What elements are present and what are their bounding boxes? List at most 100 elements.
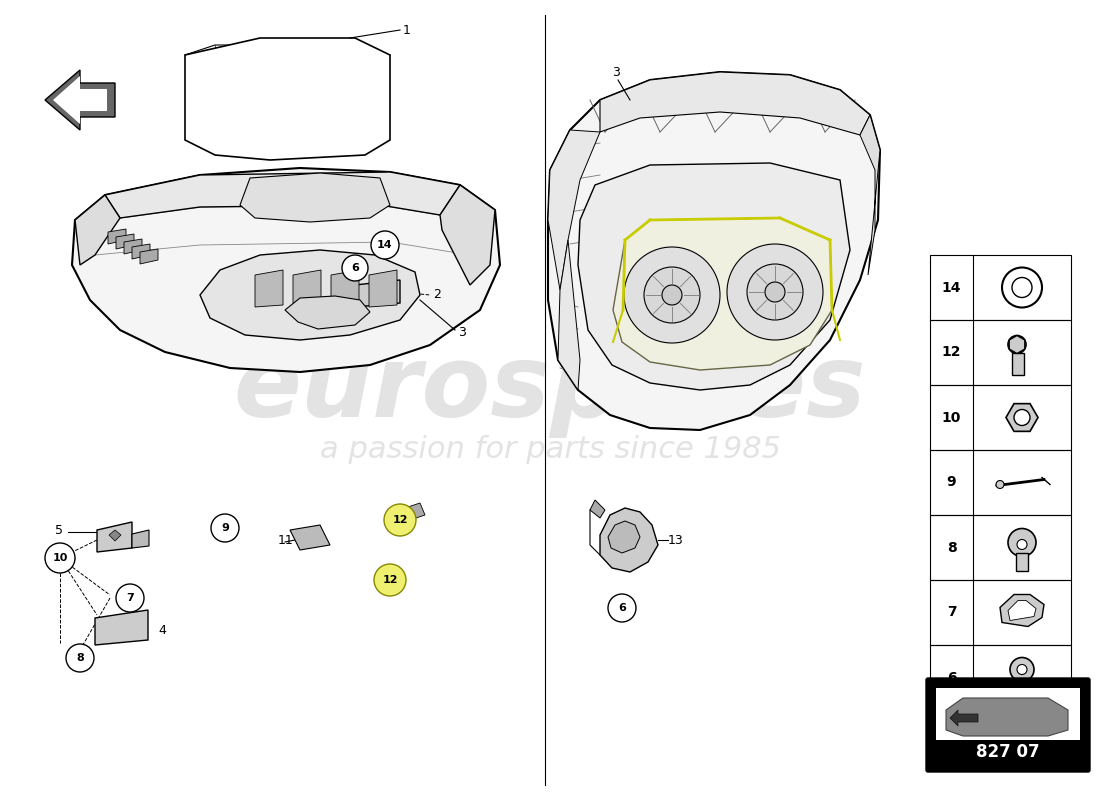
Polygon shape [124,239,142,254]
Text: 12: 12 [393,515,408,525]
Polygon shape [255,270,283,307]
Polygon shape [132,530,148,548]
Circle shape [662,285,682,305]
Polygon shape [95,610,148,645]
Bar [930,450,1071,515]
Text: 3: 3 [612,66,620,78]
Polygon shape [600,72,870,135]
Polygon shape [1008,601,1036,621]
Circle shape [1014,410,1030,426]
Polygon shape [53,76,107,124]
Polygon shape [331,270,359,307]
Text: 10: 10 [942,410,961,425]
Polygon shape [104,172,460,218]
Circle shape [371,231,399,259]
Text: eurospares: eurospares [233,342,867,438]
Circle shape [384,504,416,536]
Polygon shape [405,503,425,520]
Text: 6: 6 [351,263,359,273]
Polygon shape [108,229,126,244]
Circle shape [1008,529,1036,557]
Polygon shape [116,234,134,249]
Text: 2: 2 [433,289,441,302]
Polygon shape [548,72,880,430]
Polygon shape [860,115,880,275]
Polygon shape [613,218,832,370]
Polygon shape [590,500,605,518]
Polygon shape [72,168,500,372]
FancyBboxPatch shape [926,678,1090,772]
Circle shape [764,282,785,302]
Polygon shape [355,280,400,307]
Text: 10: 10 [53,553,68,563]
Text: 4: 4 [158,623,166,637]
Circle shape [1012,278,1032,298]
Polygon shape [200,250,420,340]
Circle shape [1010,658,1034,682]
Text: 9: 9 [947,475,956,490]
Polygon shape [578,163,850,390]
Text: 6: 6 [947,670,956,685]
Bar [936,688,1080,740]
Bar [1016,553,1028,570]
Circle shape [727,244,823,340]
Text: 9: 9 [221,523,229,533]
Polygon shape [285,296,370,329]
Polygon shape [558,240,580,390]
Circle shape [1018,539,1027,550]
Polygon shape [1009,335,1025,354]
Circle shape [644,267,700,323]
Bar [1012,353,1024,374]
Polygon shape [45,70,116,130]
Circle shape [116,584,144,612]
Polygon shape [185,38,390,160]
Text: 1: 1 [403,23,411,37]
Polygon shape [109,530,121,541]
Circle shape [342,255,369,281]
Polygon shape [1006,404,1038,431]
Circle shape [211,514,239,542]
Text: 8: 8 [947,541,956,554]
Polygon shape [240,173,390,222]
Circle shape [608,594,636,622]
Polygon shape [290,525,330,550]
Bar [1018,679,1027,695]
Text: 7: 7 [947,606,956,619]
Text: a passion for parts since 1985: a passion for parts since 1985 [319,435,781,465]
Bar [930,385,1071,450]
Polygon shape [946,698,1068,736]
Text: 6: 6 [618,603,626,613]
Circle shape [624,247,720,343]
Circle shape [1008,335,1026,354]
Circle shape [374,564,406,596]
Circle shape [996,481,1004,489]
Text: 11: 11 [278,534,294,546]
Bar [930,515,1071,580]
Circle shape [66,644,94,672]
Circle shape [1002,267,1042,307]
Circle shape [45,543,75,573]
Bar [930,255,1071,320]
Text: 14: 14 [377,240,393,250]
Polygon shape [1000,594,1044,626]
Polygon shape [548,130,600,290]
Bar [930,320,1071,385]
Polygon shape [440,185,495,285]
Circle shape [747,264,803,320]
Polygon shape [132,244,150,259]
Text: 5: 5 [55,523,63,537]
Text: 14: 14 [942,281,961,294]
Text: 827 07: 827 07 [976,743,1040,761]
Polygon shape [75,195,120,265]
Polygon shape [600,508,658,572]
Text: 13: 13 [668,534,684,546]
Bar [930,580,1071,645]
Circle shape [1018,665,1027,674]
Polygon shape [293,270,321,307]
Text: 12: 12 [942,346,961,359]
Text: 3: 3 [458,326,466,338]
Polygon shape [140,249,158,264]
Bar [930,645,1071,710]
Polygon shape [368,270,397,307]
Text: 8: 8 [76,653,84,663]
